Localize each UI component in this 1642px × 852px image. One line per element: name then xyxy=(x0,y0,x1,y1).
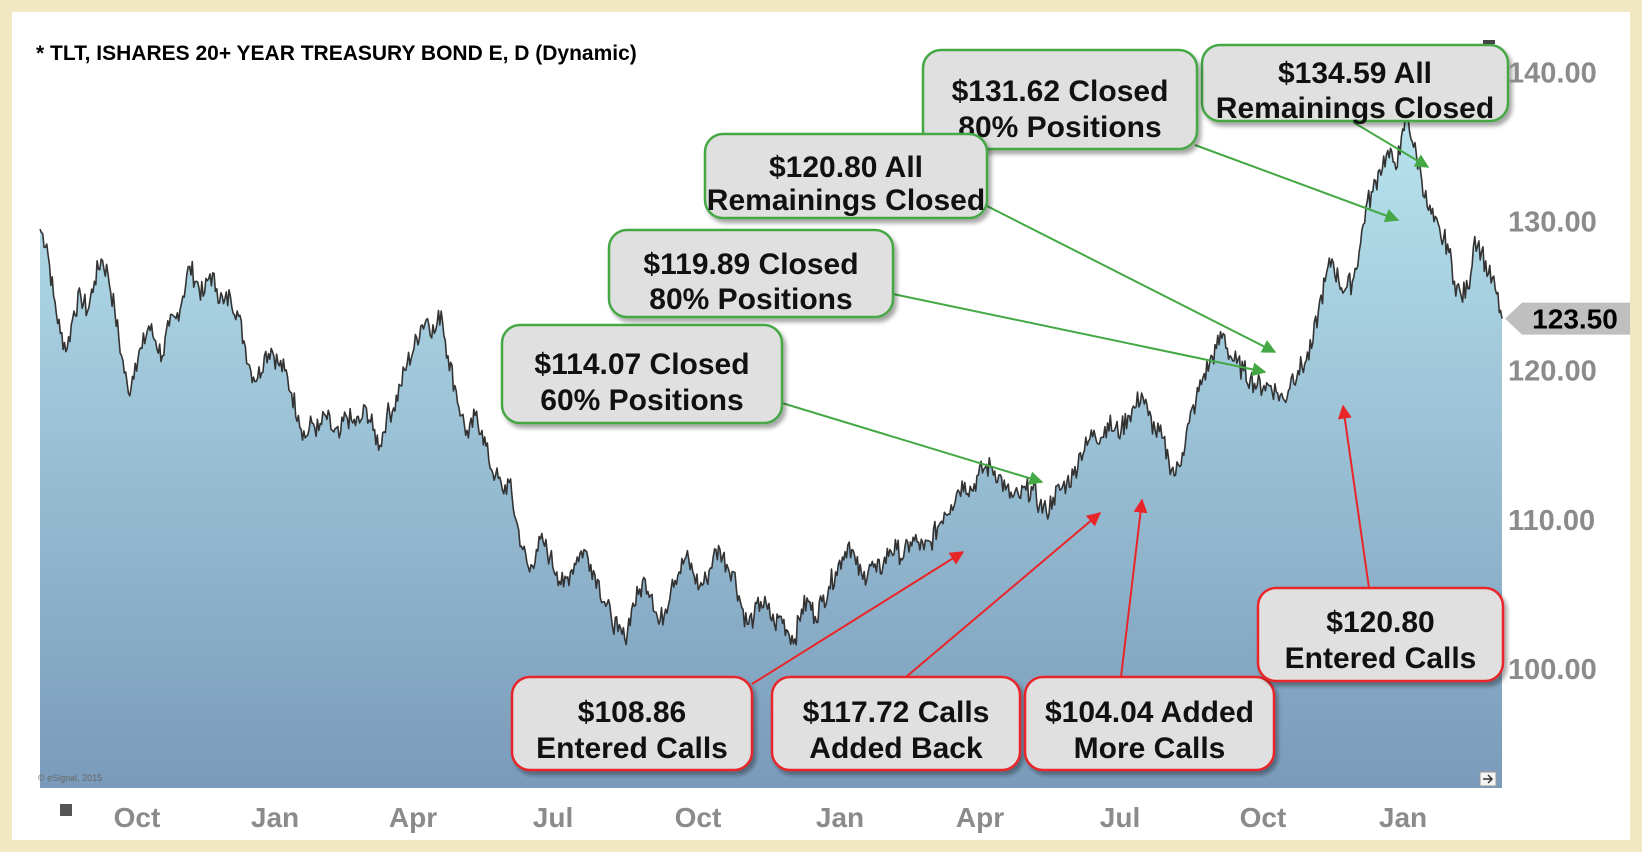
annotation-text: $104.04 Added xyxy=(1045,696,1254,729)
y-tick-label: 110.00 xyxy=(1508,505,1595,537)
y-tick-label: 130.00 xyxy=(1508,207,1597,239)
y-tick-label: 100.00 xyxy=(1508,654,1597,686)
annotation-text: $119.89 Closed xyxy=(643,248,858,281)
annotation-arrow xyxy=(1194,144,1400,223)
y-tick-label: 120.00 xyxy=(1508,356,1597,388)
annotation-text: 80% Positions xyxy=(649,283,852,316)
annotation-arrow xyxy=(751,551,965,685)
price-area xyxy=(40,110,1502,788)
x-tick-label: Apr xyxy=(389,802,437,833)
annotation-text: $134.59 All xyxy=(1278,57,1432,90)
annotation-arrow xyxy=(892,293,1267,377)
annotation-text: Entered Calls xyxy=(1285,642,1477,675)
annotation-text: $117.72 Calls xyxy=(803,696,990,729)
annotation-arrow xyxy=(905,512,1102,678)
annotation-text: $120.80 xyxy=(1326,606,1434,639)
annotation-box xyxy=(607,228,895,319)
x-tick-label: Jan xyxy=(816,802,864,833)
annotation-arrow xyxy=(1337,404,1370,589)
annotation-text: More Calls xyxy=(1074,732,1226,765)
annotation-text: Remainings Closed xyxy=(707,184,985,217)
annotation-text: Added Back xyxy=(809,732,983,765)
settings-icon[interactable] xyxy=(60,804,72,816)
annotation-box xyxy=(770,675,1022,772)
last-price-label: 123.50 xyxy=(1532,304,1618,335)
annotation-box xyxy=(500,323,784,425)
x-tick-label: Oct xyxy=(114,802,161,833)
annotation-box xyxy=(921,48,1199,151)
copyright-text: © eSignal, 2015 xyxy=(38,773,102,783)
annotation-arrow xyxy=(1352,121,1430,168)
annotation-box xyxy=(1256,586,1505,683)
annotation-text: $114.07 Closed xyxy=(534,348,749,381)
top-right-marker-icon xyxy=(1483,40,1495,44)
annotation-text: 80% Positions xyxy=(958,111,1161,144)
x-tick-label: Jul xyxy=(1100,802,1140,833)
annotation-text: $120.80 All xyxy=(769,151,923,184)
last-price-tag xyxy=(1505,302,1630,335)
annotation-text: 60% Positions xyxy=(540,384,743,417)
x-tick-label: Apr xyxy=(956,802,1004,833)
annotation-text: $131.62 Closed xyxy=(952,75,1169,108)
chart-title: * TLT, ISHARES 20+ YEAR TREASURY BOND E,… xyxy=(36,42,637,65)
x-tick-label: Oct xyxy=(675,802,722,833)
annotation-text: Remainings Closed xyxy=(1216,92,1494,125)
annotation-box xyxy=(703,132,989,220)
scroll-right-icon-glyph xyxy=(1483,774,1494,784)
x-tick-label: Jul xyxy=(533,802,573,833)
x-tick-label: Oct xyxy=(1240,802,1287,833)
annotation-arrow xyxy=(1120,498,1148,678)
price-line xyxy=(39,109,1503,646)
annotation-arrow xyxy=(986,205,1277,353)
y-tick-label: 140.00 xyxy=(1508,58,1597,90)
x-tick-label: Jan xyxy=(1379,802,1427,833)
annotation-box xyxy=(1023,675,1276,772)
annotation-box xyxy=(510,675,754,772)
annotation-box xyxy=(1200,43,1510,123)
annotation-arrow xyxy=(781,402,1044,486)
annotation-text: $108.86 xyxy=(578,696,686,729)
annotation-text: Entered Calls xyxy=(536,732,728,765)
x-tick-label: Jan xyxy=(251,802,299,833)
